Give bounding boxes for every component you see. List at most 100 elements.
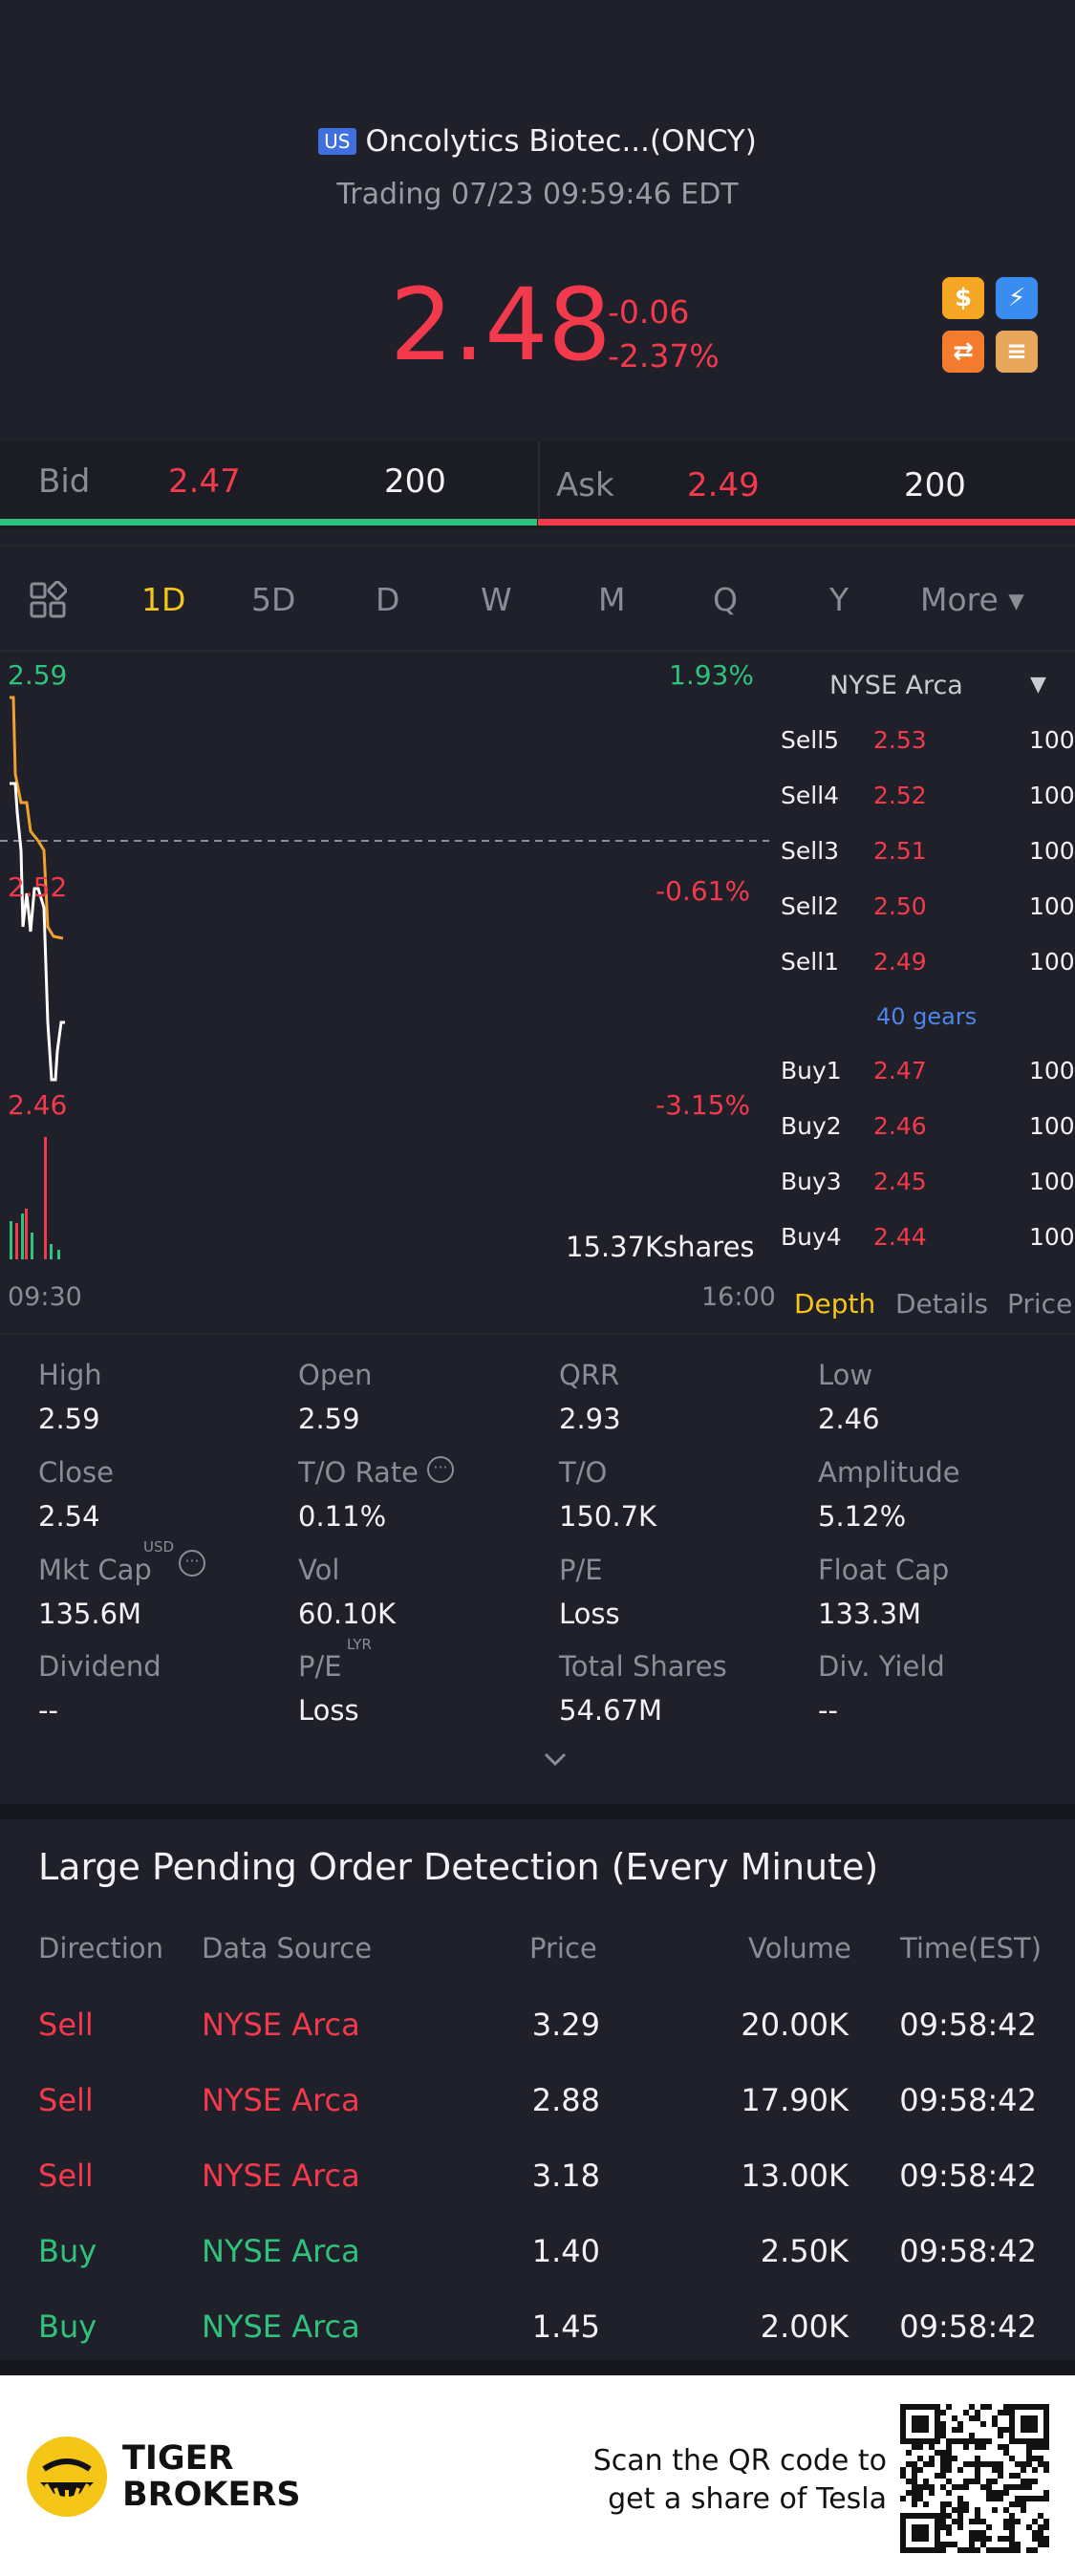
order-book-price: 2.49 bbox=[873, 948, 927, 976]
order-book-volume: 100 bbox=[1029, 948, 1075, 976]
grid-icon[interactable] bbox=[29, 580, 68, 619]
stats-divider bbox=[0, 1333, 1075, 1335]
price-change: -0.06 bbox=[608, 293, 690, 331]
order-book-price: 2.44 bbox=[873, 1223, 927, 1251]
order-direction: Buy bbox=[38, 2233, 97, 2269]
order-book-label: Sell2 bbox=[781, 892, 840, 920]
tab-details[interactable]: Details bbox=[895, 1288, 989, 1320]
order-volume: 2.50K bbox=[760, 2233, 849, 2269]
col-price: Price bbox=[529, 1932, 597, 1964]
dollar-icon[interactable]: $ bbox=[942, 277, 984, 319]
tab-depth[interactable]: Depth bbox=[794, 1288, 876, 1320]
order-direction: Sell bbox=[38, 2157, 94, 2194]
col-source: Data Source bbox=[202, 1932, 373, 1964]
order-book-label: Buy4 bbox=[781, 1223, 842, 1251]
stat-label: P/E bbox=[298, 1650, 342, 1683]
order-volume: 20.00K bbox=[741, 2007, 849, 2043]
stat-label: Div. Yield bbox=[818, 1650, 945, 1683]
bid-ask-bar bbox=[0, 441, 1075, 529]
stat-label: Float Cap bbox=[818, 1554, 950, 1586]
order-book-price: 2.46 bbox=[873, 1112, 927, 1140]
stack-icon[interactable]: ≡ bbox=[996, 331, 1038, 373]
footer-separator bbox=[0, 2360, 1075, 2375]
order-book-volume: 100 bbox=[1029, 1057, 1075, 1084]
tiger-logo-icon bbox=[25, 2435, 109, 2519]
order-book-label: Buy1 bbox=[781, 1057, 842, 1084]
intraday-chart[interactable] bbox=[0, 659, 774, 1280]
to-rate-info-icon[interactable]: ··· bbox=[427, 1456, 454, 1483]
tab-price[interactable]: Price bbox=[1007, 1288, 1073, 1320]
ask-price: 2.49 bbox=[687, 466, 760, 504]
order-direction: Sell bbox=[38, 2007, 94, 2043]
order-book-volume: 100 bbox=[1029, 1112, 1075, 1140]
tab-more[interactable]: More ▾ bbox=[920, 581, 1024, 618]
stat-label: Vol bbox=[298, 1554, 340, 1586]
bid-size: 200 bbox=[384, 462, 446, 501]
stock-title[interactable]: US Oncolytics Biotec...(ONCY) bbox=[0, 124, 1075, 159]
order-source: NYSE Arca bbox=[202, 2308, 360, 2345]
stat-value: 150.7K bbox=[559, 1500, 657, 1533]
tabs-divider bbox=[0, 545, 1075, 547]
brand-line-1: TIGER bbox=[122, 2439, 234, 2478]
chart-time-start: 09:30 bbox=[8, 1282, 82, 1312]
market-badge: US bbox=[318, 128, 356, 155]
qr-code-icon[interactable] bbox=[900, 2404, 1049, 2553]
tab-5d[interactable]: 5D bbox=[251, 581, 296, 618]
brand-line-2: BROKERS bbox=[122, 2476, 301, 2514]
expand-chevron-icon[interactable] bbox=[541, 1745, 570, 1773]
exchange-dropdown-icon[interactable]: ▼ bbox=[1030, 673, 1046, 697]
order-book-label: Sell5 bbox=[781, 726, 840, 754]
swap-icon[interactable]: ⇄ bbox=[942, 331, 984, 373]
stat-value: 2.54 bbox=[38, 1500, 100, 1533]
trading-status: Trading 07/23 09:59:46 EDT bbox=[336, 178, 739, 211]
order-direction: Buy bbox=[38, 2308, 97, 2345]
order-volume: 2.00K bbox=[760, 2308, 849, 2345]
order-book-label: Sell3 bbox=[781, 837, 840, 865]
stat-value: 5.12% bbox=[818, 1500, 907, 1533]
exchange-selector[interactable]: NYSE Arca bbox=[829, 671, 963, 700]
order-time: 09:58:42 bbox=[899, 2233, 1037, 2269]
tab-d[interactable]: D bbox=[376, 581, 400, 618]
chart-low-label: 2.46 bbox=[8, 1089, 68, 1121]
promo-line-1: Scan the QR code to bbox=[592, 2444, 887, 2478]
order-price: 3.18 bbox=[531, 2157, 600, 2194]
col-direction: Direction bbox=[38, 1932, 164, 1964]
order-time: 09:58:42 bbox=[899, 2308, 1037, 2345]
tab-1d[interactable]: 1D bbox=[141, 581, 186, 618]
order-book-price: 2.52 bbox=[873, 782, 927, 809]
mkt-cap-currency: USD bbox=[143, 1538, 175, 1556]
chart-low-pct: -3.15% bbox=[656, 1089, 751, 1121]
chart-high-pct: 1.93% bbox=[669, 659, 754, 691]
order-price: 2.88 bbox=[531, 2082, 600, 2118]
stat-label: Amplitude bbox=[818, 1456, 960, 1489]
order-price: 1.45 bbox=[531, 2308, 600, 2345]
order-book-price: 2.50 bbox=[873, 892, 927, 920]
col-time: Time(EST) bbox=[900, 1932, 1043, 1964]
order-volume: 17.90K bbox=[741, 2082, 849, 2118]
stock-name: Oncolytics Biotec...(ONCY) bbox=[365, 124, 757, 159]
stat-value: 2.59 bbox=[298, 1403, 360, 1435]
tab-m[interactable]: M bbox=[598, 581, 626, 618]
order-direction: Sell bbox=[38, 2082, 94, 2118]
order-book-price: 2.45 bbox=[873, 1168, 927, 1195]
tab-w[interactable]: W bbox=[481, 581, 512, 618]
col-volume: Volume bbox=[748, 1932, 851, 1964]
stat-label: Close bbox=[38, 1456, 114, 1489]
chart-time-end: 16:00 bbox=[701, 1282, 776, 1312]
stat-value: 2.59 bbox=[38, 1403, 100, 1435]
mkt-cap-info-icon[interactable]: ··· bbox=[179, 1550, 205, 1577]
order-price: 3.29 bbox=[531, 2007, 600, 2043]
stat-label: T/O Rate bbox=[298, 1456, 419, 1489]
avg-price-line bbox=[10, 696, 64, 940]
stat-label: Total Shares bbox=[559, 1650, 727, 1683]
order-source: NYSE Arca bbox=[202, 2007, 360, 2043]
tab-q[interactable]: Q bbox=[713, 581, 738, 618]
stat-value: -- bbox=[38, 1694, 58, 1727]
tab-y[interactable]: Y bbox=[829, 581, 849, 618]
gears-link[interactable]: 40 gears bbox=[876, 1003, 978, 1030]
chart-divider bbox=[0, 650, 1075, 652]
order-time: 09:58:42 bbox=[899, 2157, 1037, 2194]
pe-lyr-superscript: LYR bbox=[347, 1636, 372, 1653]
price-change-pct: -2.37% bbox=[608, 337, 720, 375]
lightning-icon[interactable]: ⚡ bbox=[996, 277, 1038, 319]
